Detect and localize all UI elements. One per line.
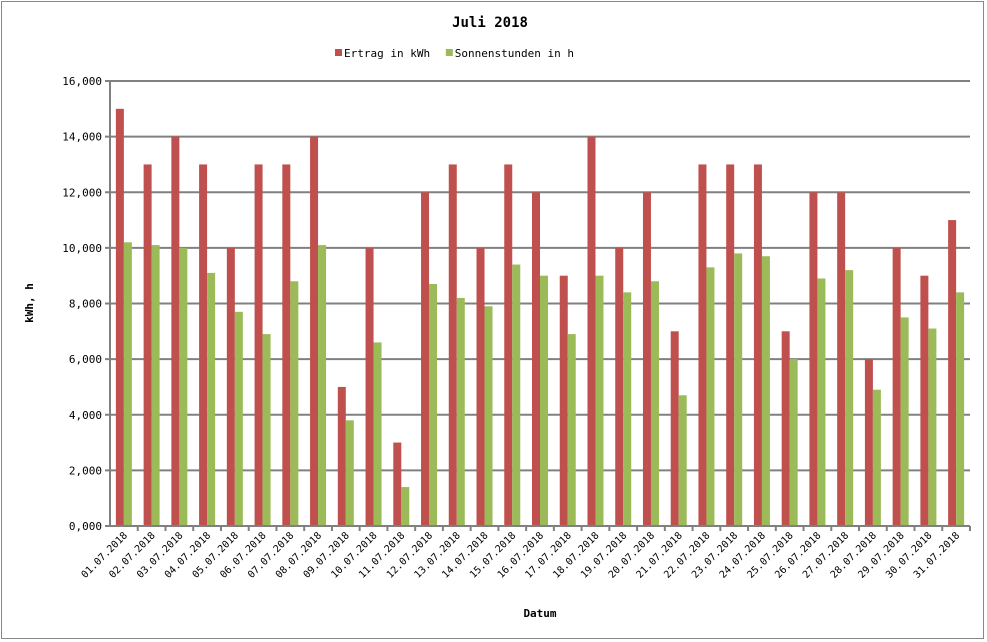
- bar-ertrag: [393, 442, 402, 526]
- chart-title: Juli 2018: [452, 15, 528, 31]
- bar-ertrag: [837, 192, 846, 526]
- legend-label: Ertrag in kWh: [344, 47, 430, 60]
- legend-swatch: [445, 49, 453, 56]
- bar-ertrag: [809, 192, 818, 526]
- bar-ertrag: [448, 164, 457, 526]
- y-tick-label: 4,000: [69, 409, 102, 422]
- y-axis-label: kWh, h: [23, 283, 36, 323]
- bar-ertrag: [920, 275, 929, 526]
- bar-sonnenstunden: [623, 292, 632, 526]
- y-tick-label: 14,000: [62, 131, 102, 144]
- bar-sonnenstunden: [678, 395, 687, 526]
- bar-sonnenstunden: [567, 334, 576, 526]
- y-tick-label: 6,000: [69, 353, 102, 366]
- bar-ertrag: [337, 386, 346, 526]
- bar-ertrag: [670, 331, 679, 526]
- bar-sonnenstunden: [401, 487, 410, 526]
- bar-ertrag: [781, 331, 790, 526]
- bar-sonnenstunden: [290, 281, 299, 526]
- bar-sonnenstunden: [123, 242, 132, 526]
- bar-ertrag: [143, 164, 152, 526]
- bar-sonnenstunden: [456, 297, 465, 526]
- bar-sonnenstunden: [845, 270, 854, 526]
- bar-ertrag: [254, 164, 263, 526]
- bar-ertrag: [587, 136, 596, 526]
- bar-ertrag: [226, 247, 235, 526]
- bars: [115, 108, 965, 526]
- bar-sonnenstunden: [928, 328, 937, 526]
- bar-ertrag: [310, 136, 319, 526]
- legend-swatch: [335, 49, 342, 56]
- bar-ertrag: [698, 164, 707, 526]
- y-tick-label: 0,000: [69, 520, 102, 533]
- legend: Ertrag in kWh Sonnenstunden in h: [335, 47, 574, 60]
- y-tick-label: 8,000: [69, 298, 102, 311]
- bar-ertrag: [282, 164, 291, 526]
- bar-sonnenstunden: [817, 278, 826, 526]
- bar-sonnenstunden: [484, 306, 493, 526]
- bar-sonnenstunden: [318, 245, 327, 526]
- bar-sonnenstunden: [706, 267, 715, 526]
- bar-ertrag: [753, 164, 762, 526]
- bar-sonnenstunden: [595, 275, 604, 526]
- bar-ertrag: [726, 164, 735, 526]
- bar-sonnenstunden: [761, 256, 770, 526]
- bar-sonnenstunden: [734, 253, 743, 526]
- bar-sonnenstunden: [429, 284, 438, 526]
- bar-ertrag: [559, 275, 568, 526]
- bar-ertrag: [864, 359, 873, 526]
- bar-ertrag: [948, 220, 957, 526]
- bar-sonnenstunden: [900, 317, 909, 526]
- bar-sonnenstunden: [956, 292, 965, 526]
- bar-sonnenstunden: [234, 311, 243, 526]
- y-tick-label: 12,000: [62, 186, 102, 199]
- gridlines: [110, 80, 970, 472]
- bar-ertrag: [365, 247, 374, 526]
- bar-ertrag: [115, 108, 124, 526]
- bar-sonnenstunden: [345, 420, 354, 526]
- bar-sonnenstunden: [179, 247, 188, 526]
- x-axis-label: Datum: [523, 607, 556, 620]
- bar-ertrag: [615, 247, 624, 526]
- bar-ertrag: [199, 164, 208, 526]
- legend-label: Sonnenstunden in h: [455, 47, 574, 60]
- bar-sonnenstunden: [540, 275, 548, 526]
- bar-ertrag: [642, 192, 651, 526]
- bar-ertrag: [892, 247, 901, 526]
- bar-sonnenstunden: [207, 272, 216, 526]
- bar-sonnenstunden: [373, 342, 382, 526]
- bar-sonnenstunden: [872, 389, 881, 526]
- bar-ertrag: [532, 192, 540, 526]
- bar-ertrag: [421, 192, 430, 526]
- bar-sonnenstunden: [512, 264, 521, 526]
- bar-ertrag: [504, 164, 513, 526]
- bar-ertrag: [476, 247, 485, 526]
- y-tick-label: 2,000: [69, 464, 102, 477]
- bar-sonnenstunden: [262, 334, 271, 526]
- bar-ertrag: [171, 136, 180, 526]
- y-tick-label: 16,000: [62, 75, 102, 88]
- y-tick-label: 10,000: [62, 242, 102, 255]
- bar-sonnenstunden: [650, 281, 659, 526]
- bar-sonnenstunden: [151, 245, 160, 526]
- bar-sonnenstunden: [789, 359, 798, 526]
